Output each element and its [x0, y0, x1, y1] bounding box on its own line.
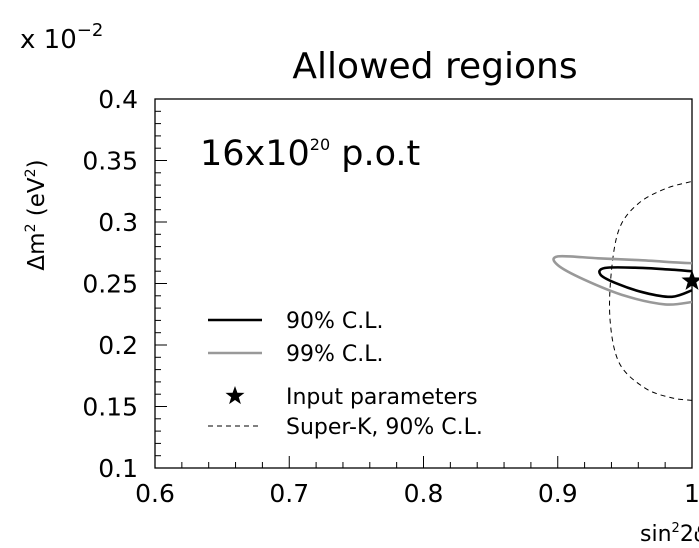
y-tick-label: 0.35 [82, 147, 138, 176]
x-tick-label: 0.7 [269, 479, 309, 508]
super-k-90-c-l-curve [609, 180, 692, 401]
legend: 90% C.L. 99% C.L. Input parameters Super-K,… [208, 309, 483, 440]
pot-annotation: 16x1020 p.o.t [200, 134, 420, 174]
y-axis-label: Δm2 (eV2) [23, 159, 50, 270]
y-tick-label: 0.2 [98, 331, 138, 360]
legend-label-input-parameters: Input parameters [286, 385, 478, 410]
y-tick-label: 0.25 [82, 270, 138, 299]
x-tick-label: 0.9 [538, 479, 578, 508]
chart-title: Allowed regions [292, 46, 577, 87]
y-tick-label: 0.15 [82, 393, 138, 422]
x-tick-label: 0.8 [404, 479, 444, 508]
y-tick-label: 0.1 [98, 454, 138, 483]
legend-label-super-k-90-c-l: Super-K, 90% C.L. [286, 415, 483, 440]
x-tick-label: 1 [684, 479, 699, 508]
marker-layer [681, 270, 699, 290]
99-c-l-curve [552, 254, 692, 306]
y-tick-label: 0.4 [98, 85, 138, 114]
input-parameters-star-marker [681, 270, 699, 290]
legend-symbol-input-parameters [225, 386, 245, 405]
legend-label-99-c-l: 99% C.L. [286, 342, 384, 367]
x-axis-label: sin22ϑ [640, 521, 699, 547]
y-multiplier: x 10−2 [20, 20, 103, 55]
y-tick-label: 0.3 [98, 208, 138, 237]
x-tick-label: 0.6 [135, 479, 175, 508]
90-c-l-curve [598, 266, 692, 299]
legend-label-90-c-l: 90% C.L. [286, 309, 384, 334]
axis-ticks: 0.6 0.7 0.8 0.9 1 0.1 0.15 0.2 0.25 0.3 0.35 0.4 [82, 85, 699, 508]
series-layer [552, 180, 692, 401]
